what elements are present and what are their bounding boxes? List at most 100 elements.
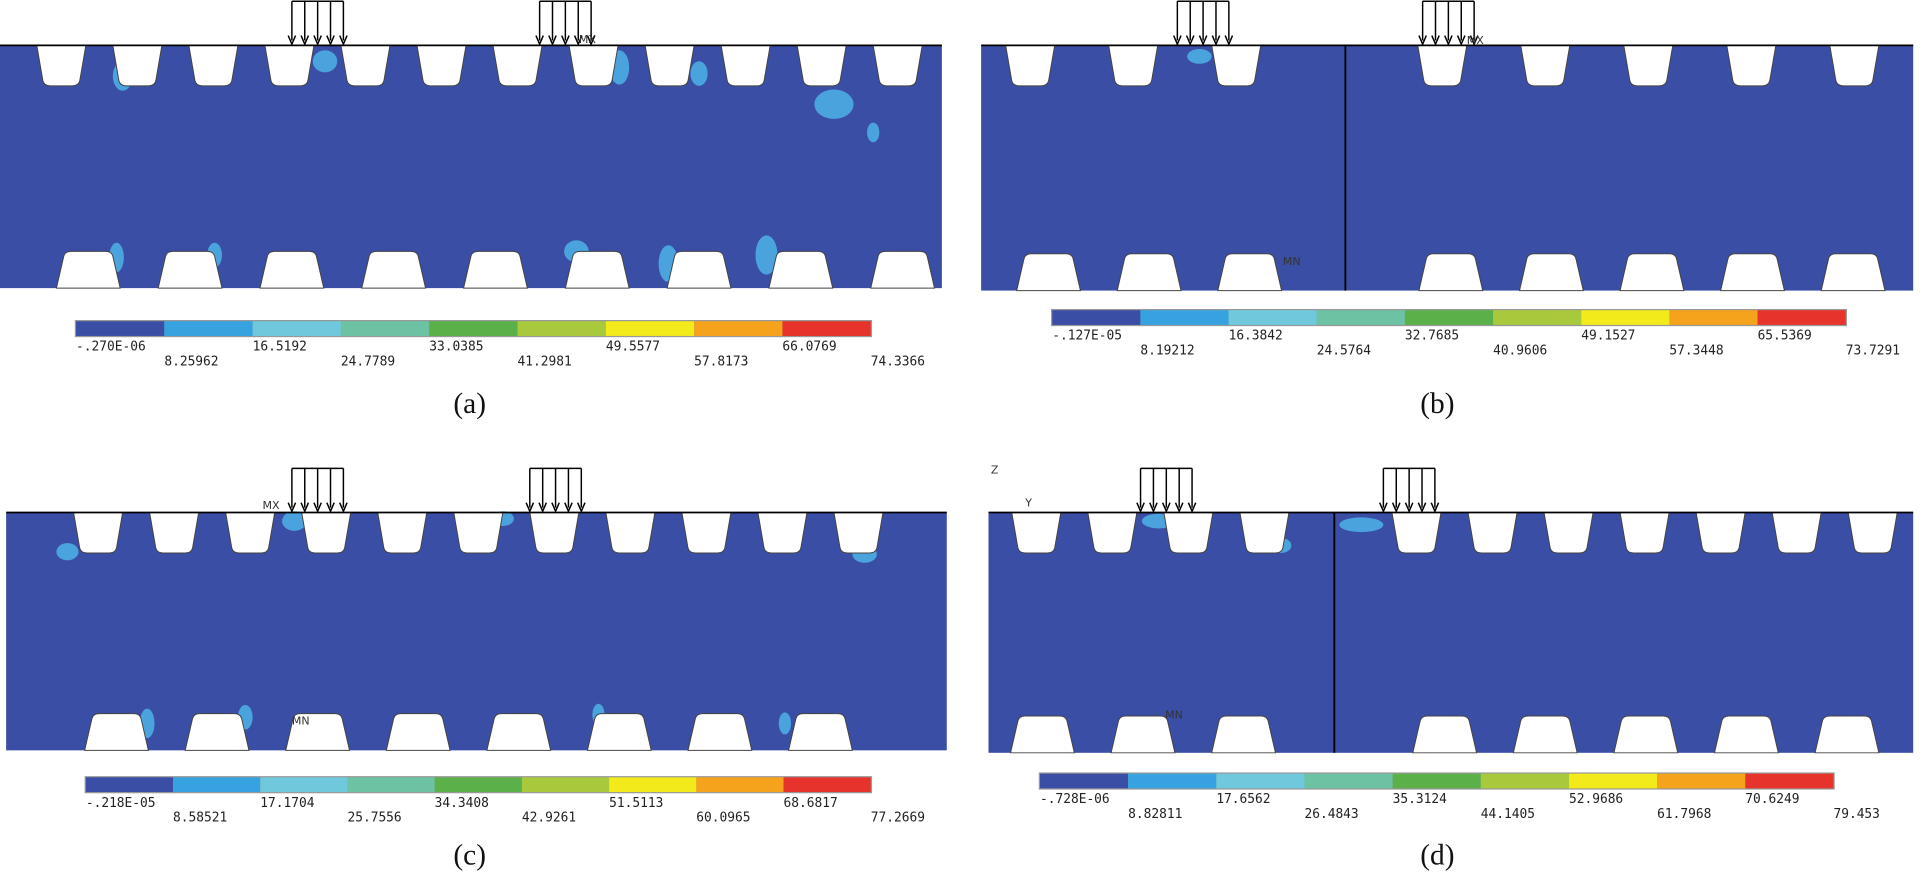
panel-caption: (c) — [453, 839, 486, 871]
legend-label: 60.0965 — [696, 810, 750, 825]
top-slot — [1211, 44, 1262, 87]
plate — [988, 512, 1914, 753]
stress-spot — [867, 122, 880, 143]
legend-swatch — [1039, 773, 1129, 789]
annotation: Z — [991, 463, 999, 476]
legend-swatch — [609, 777, 697, 793]
annotation: MN — [292, 715, 310, 728]
top-slot — [1087, 512, 1138, 554]
bottom-slot — [1211, 715, 1277, 754]
legend-swatch — [1140, 310, 1229, 325]
annotation: MN — [1283, 255, 1301, 268]
legend-swatch — [1404, 310, 1494, 325]
top-slot — [1108, 44, 1159, 87]
legend-swatch — [517, 321, 606, 336]
fea-panel: MN Z Y -.728E-06 8.82811 17.6562 26.4843 35.312… — [988, 463, 1914, 871]
top-slot — [1239, 512, 1290, 554]
legend-swatch — [347, 777, 435, 793]
legend-swatch — [1052, 310, 1141, 325]
arrow-head — [564, 502, 573, 514]
arrow-head — [1418, 35, 1427, 47]
bottom-slot — [768, 250, 834, 289]
arrow-head — [1174, 502, 1184, 514]
arrow-head — [1417, 502, 1427, 514]
legend-label: -.218E-05 — [86, 796, 156, 811]
legend-label: 35.3124 — [1393, 792, 1447, 807]
arrow-head — [1431, 35, 1440, 47]
arrow-head — [1404, 502, 1414, 514]
bottom-slot — [564, 250, 630, 289]
arrow-head — [300, 35, 310, 47]
top-slot — [1467, 512, 1518, 554]
legend-label: 8.82811 — [1128, 807, 1182, 822]
panel-caption: (d) — [1420, 839, 1454, 871]
arrow-head — [1211, 35, 1221, 47]
legend-label: 49.5577 — [606, 340, 660, 355]
legend-label: 8.58521 — [173, 810, 227, 825]
legend-swatch — [1581, 310, 1670, 325]
stress-spot — [814, 89, 854, 119]
bottom-slot — [1720, 253, 1786, 292]
bottom-slot — [157, 250, 223, 289]
arrow-head — [287, 35, 297, 47]
legend-label: 40.9606 — [1493, 343, 1547, 358]
top-slot — [605, 512, 656, 554]
legend-swatch — [173, 777, 261, 793]
top-slot — [1543, 512, 1594, 554]
bottom-slot — [687, 713, 753, 751]
legend-label: 8.25962 — [164, 354, 218, 369]
bottom-slot — [1116, 253, 1182, 292]
arrow-head — [1379, 502, 1388, 514]
top-slot — [644, 44, 695, 87]
legend-swatch — [1316, 310, 1405, 325]
legend-swatch — [694, 321, 783, 336]
legend-label: 70.6249 — [1745, 792, 1799, 807]
bottom-slot — [1412, 715, 1478, 754]
arrow-head — [1161, 502, 1171, 514]
legend-label: 8.19212 — [1140, 343, 1194, 358]
top-slot — [1520, 44, 1571, 87]
top-slot — [529, 512, 580, 554]
annotation: Y — [1024, 496, 1032, 509]
legend-label: 17.6562 — [1216, 792, 1270, 807]
legend-label: 24.5764 — [1317, 343, 1371, 358]
top-slot — [1391, 512, 1442, 554]
legend-swatch — [782, 321, 871, 336]
bottom-slot — [1518, 253, 1584, 292]
bottom-slot — [184, 713, 250, 751]
legend-label: 57.8173 — [694, 354, 748, 369]
legend-label: 74.3366 — [871, 354, 925, 369]
arrow-head — [339, 35, 348, 47]
legend-label: 16.3842 — [1229, 329, 1283, 344]
bottom-slot — [1613, 715, 1679, 754]
legend-swatch — [605, 321, 695, 336]
legend-label: 61.7968 — [1657, 807, 1711, 822]
annotation: MX — [579, 33, 597, 46]
arrow-head — [1391, 502, 1401, 514]
top-slot — [1726, 44, 1777, 87]
top-slot — [1695, 512, 1746, 554]
bottom-slot — [259, 250, 325, 289]
top-slot — [1417, 44, 1468, 87]
arrow-head — [300, 502, 310, 514]
top-slot — [833, 512, 884, 554]
stress-spot — [1339, 517, 1384, 533]
bottom-slot — [361, 250, 427, 289]
legend-label: 68.6817 — [784, 796, 838, 811]
legend-label: 34.3408 — [435, 796, 489, 811]
bottom-slot — [1418, 253, 1484, 292]
legend-swatch — [1480, 773, 1569, 789]
legend-swatch — [1568, 773, 1658, 789]
legend-swatch — [521, 777, 610, 793]
legend-label: 51.5113 — [609, 796, 663, 811]
arrow-head — [535, 35, 544, 47]
arrow-head — [1187, 502, 1197, 514]
top-slot — [73, 512, 124, 554]
top-slot — [568, 44, 619, 87]
top-slot — [1163, 512, 1214, 554]
arrow-head — [1149, 502, 1158, 514]
top-slot — [1011, 512, 1062, 554]
arrow-head — [1224, 35, 1234, 47]
stress-spot — [755, 235, 778, 275]
arrow-head — [1444, 35, 1453, 47]
